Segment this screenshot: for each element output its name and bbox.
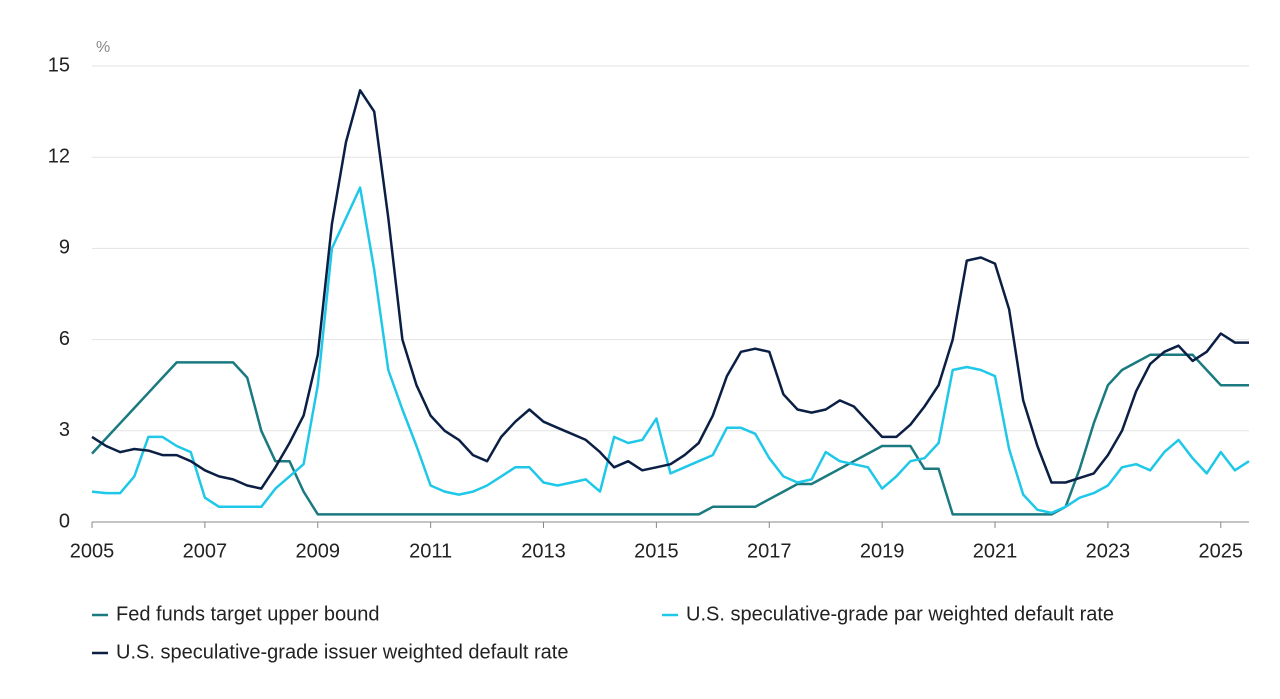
- y-tick-label: 15: [48, 54, 70, 76]
- x-tick-label: 2017: [747, 540, 792, 562]
- x-tick-label: 2013: [521, 540, 566, 562]
- y-tick-label: 0: [59, 510, 70, 532]
- x-tick-label: 2005: [70, 540, 115, 562]
- x-tick-label: 2023: [1086, 540, 1131, 562]
- series-line: [91, 89, 1249, 490]
- x-tick-label: 2011: [409, 540, 452, 562]
- x-tick-label: 2025: [1199, 540, 1244, 562]
- x-tick-label: 2007: [183, 540, 228, 562]
- x-tick-label: 2015: [634, 540, 679, 562]
- x-tick-label: 2021: [973, 540, 1018, 562]
- series-line: [91, 353, 1249, 516]
- legend-label: U.S. speculative-grade par weighted defa…: [686, 603, 1114, 625]
- y-tick-label: 9: [59, 237, 70, 259]
- y-tick-label: 6: [59, 328, 70, 350]
- legend-label: Fed funds target upper bound: [116, 603, 380, 625]
- legend-label: U.S. speculative-grade issuer weighted d…: [116, 641, 568, 663]
- y-tick-label: 12: [48, 145, 70, 167]
- x-tick-label: 2009: [296, 540, 341, 562]
- y-unit-label: %: [96, 39, 110, 56]
- x-tick-label: 2019: [860, 540, 905, 562]
- y-tick-label: 3: [59, 419, 70, 441]
- series-line: [91, 186, 1250, 515]
